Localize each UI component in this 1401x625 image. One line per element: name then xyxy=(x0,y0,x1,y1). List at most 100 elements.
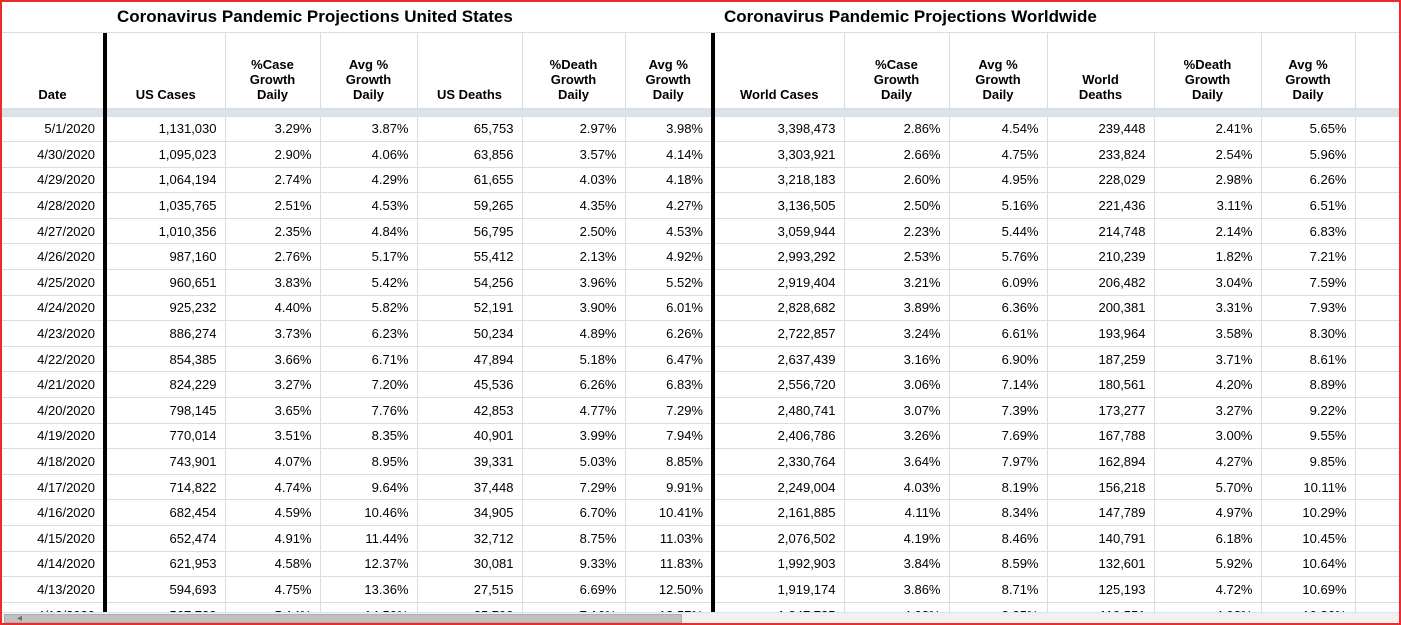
cell-empty[interactable] xyxy=(1355,320,1399,347)
cell-value[interactable]: 8.19% xyxy=(949,474,1048,501)
cell-value[interactable]: 132,601 xyxy=(1047,551,1155,578)
cell-value[interactable]: 14.50% xyxy=(320,602,418,612)
cell-value[interactable]: 2.86% xyxy=(844,116,950,143)
cell-value[interactable]: 54,256 xyxy=(417,269,523,296)
cell-value[interactable]: 4.11% xyxy=(844,499,950,526)
cell-value[interactable]: 3.86% xyxy=(844,576,950,603)
cell-empty[interactable] xyxy=(1355,397,1399,424)
cell-value[interactable]: 9.64% xyxy=(320,474,418,501)
cell-value[interactable]: 10.41% xyxy=(625,499,714,526)
cell-date[interactable]: 4/22/2020 xyxy=(2,346,106,373)
cell-value[interactable]: 6.23% xyxy=(320,320,418,347)
cell-value[interactable]: 12.50% xyxy=(625,576,714,603)
cell-value[interactable]: 37,448 xyxy=(417,474,523,501)
cell-value[interactable]: 9.22% xyxy=(1261,397,1356,424)
cell-value[interactable]: 3.90% xyxy=(522,295,626,322)
cell-value[interactable]: 3.71% xyxy=(1154,346,1262,373)
cell-value[interactable]: 3.27% xyxy=(1154,397,1262,424)
cell-value[interactable]: 3.24% xyxy=(844,320,950,347)
cell-value[interactable]: 4.27% xyxy=(1154,448,1262,475)
cell-value[interactable]: 3.64% xyxy=(844,448,950,475)
cell-value[interactable]: 2,556,720 xyxy=(711,371,845,399)
cell-value[interactable]: 3.29% xyxy=(225,116,321,143)
cell-date[interactable]: 4/28/2020 xyxy=(2,192,106,219)
cell-value[interactable]: 3.99% xyxy=(522,423,626,450)
cell-value[interactable]: 6.51% xyxy=(1261,192,1356,219)
cell-date[interactable]: 4/26/2020 xyxy=(2,243,106,271)
cell-value[interactable]: 4.75% xyxy=(949,141,1048,168)
cell-value[interactable]: 4.91% xyxy=(225,525,321,552)
cell-value[interactable]: 221,436 xyxy=(1047,192,1155,219)
cell-value[interactable]: 5.18% xyxy=(522,346,626,373)
cell-value[interactable]: 8.46% xyxy=(949,525,1048,552)
cell-value[interactable]: 2,480,741 xyxy=(711,397,845,424)
cell-value[interactable]: 5.92% xyxy=(1154,551,1262,578)
cell-value[interactable]: 3.96% xyxy=(522,269,626,296)
cell-empty[interactable] xyxy=(1355,551,1399,578)
cell-value[interactable]: 4.53% xyxy=(625,218,714,245)
cell-empty[interactable] xyxy=(1355,218,1399,245)
cell-value[interactable]: 9.91% xyxy=(625,474,714,501)
cell-value[interactable]: 7.76% xyxy=(320,397,418,424)
cell-value[interactable]: 8.71% xyxy=(949,576,1048,603)
cell-empty[interactable] xyxy=(1355,371,1399,399)
cell-date[interactable]: 5/1/2020 xyxy=(2,116,106,143)
cell-value[interactable]: 11.44% xyxy=(320,525,418,552)
cell-value[interactable]: 2,637,439 xyxy=(711,346,845,373)
cell-value[interactable]: 5.70% xyxy=(1154,474,1262,501)
cell-value[interactable]: 7.29% xyxy=(625,397,714,424)
header-us-case-growth[interactable]: %Case Growth Daily xyxy=(225,33,321,109)
cell-value[interactable]: 6.70% xyxy=(522,499,626,526)
cell-value[interactable]: 3.27% xyxy=(225,371,321,399)
cell-value[interactable]: 6.09% xyxy=(949,269,1048,296)
cell-value[interactable]: 3,059,944 xyxy=(711,218,845,245)
cell-value[interactable]: 65,753 xyxy=(417,116,523,143)
cell-value[interactable]: 34,905 xyxy=(417,499,523,526)
cell-value[interactable]: 8.75% xyxy=(522,525,626,552)
cell-value[interactable]: 55,412 xyxy=(417,243,523,271)
cell-value[interactable]: 2,722,857 xyxy=(711,320,845,347)
cell-value[interactable]: 10.46% xyxy=(320,499,418,526)
cell-value[interactable]: 6.90% xyxy=(949,346,1048,373)
cell-value[interactable]: 11.83% xyxy=(625,551,714,578)
cell-value[interactable]: 5.82% xyxy=(320,295,418,322)
cell-value[interactable]: 61,655 xyxy=(417,167,523,194)
cell-value[interactable]: 45,536 xyxy=(417,371,523,399)
cell-value[interactable]: 2.50% xyxy=(844,192,950,219)
cell-value[interactable]: 621,953 xyxy=(103,551,226,578)
cell-value[interactable]: 13.57% xyxy=(625,602,714,612)
cell-value[interactable]: 5.03% xyxy=(522,448,626,475)
cell-value[interactable]: 7.20% xyxy=(320,371,418,399)
cell-value[interactable]: 5.16% xyxy=(949,192,1048,219)
header-us-death-growth[interactable]: %Death Growth Daily xyxy=(522,33,626,109)
cell-value[interactable]: 147,789 xyxy=(1047,499,1155,526)
cell-value[interactable]: 4.77% xyxy=(522,397,626,424)
page-title-us[interactable]: Coronavirus Pandemic Projections United … xyxy=(117,7,513,26)
cell-value[interactable]: 4.03% xyxy=(522,167,626,194)
cell-date[interactable]: 4/17/2020 xyxy=(2,474,106,501)
cell-value[interactable]: 8.35% xyxy=(320,423,418,450)
cell-value[interactable]: 3.07% xyxy=(844,397,950,424)
cell-value[interactable]: 2.66% xyxy=(844,141,950,168)
cell-value[interactable]: 7.97% xyxy=(949,448,1048,475)
cell-value[interactable]: 2.23% xyxy=(844,218,950,245)
horizontal-scrollbar[interactable]: ◂ xyxy=(2,612,1399,624)
cell-value[interactable]: 2,161,885 xyxy=(711,499,845,526)
cell-value[interactable]: 2.90% xyxy=(225,141,321,168)
cell-value[interactable]: 3.00% xyxy=(1154,423,1262,450)
cell-value[interactable]: 3.16% xyxy=(844,346,950,373)
cell-value[interactable]: 8.30% xyxy=(1261,320,1356,347)
cell-value[interactable]: 1,035,765 xyxy=(103,192,226,219)
cell-value[interactable]: 167,788 xyxy=(1047,423,1155,450)
cell-value[interactable]: 3.83% xyxy=(225,269,321,296)
cell-value[interactable]: 1,131,030 xyxy=(103,116,226,143)
cell-value[interactable]: 6.83% xyxy=(625,371,714,399)
cell-empty[interactable] xyxy=(1355,448,1399,475)
cell-value[interactable]: 2,828,682 xyxy=(711,295,845,322)
scrollbar-left-arrow-icon[interactable]: ◂ xyxy=(17,613,23,624)
cell-value[interactable]: 63,856 xyxy=(417,141,523,168)
cell-empty[interactable] xyxy=(1355,141,1399,168)
cell-value[interactable]: 193,964 xyxy=(1047,320,1155,347)
cell-value[interactable]: 10.29% xyxy=(1261,499,1356,526)
cell-value[interactable]: 210,239 xyxy=(1047,243,1155,271)
